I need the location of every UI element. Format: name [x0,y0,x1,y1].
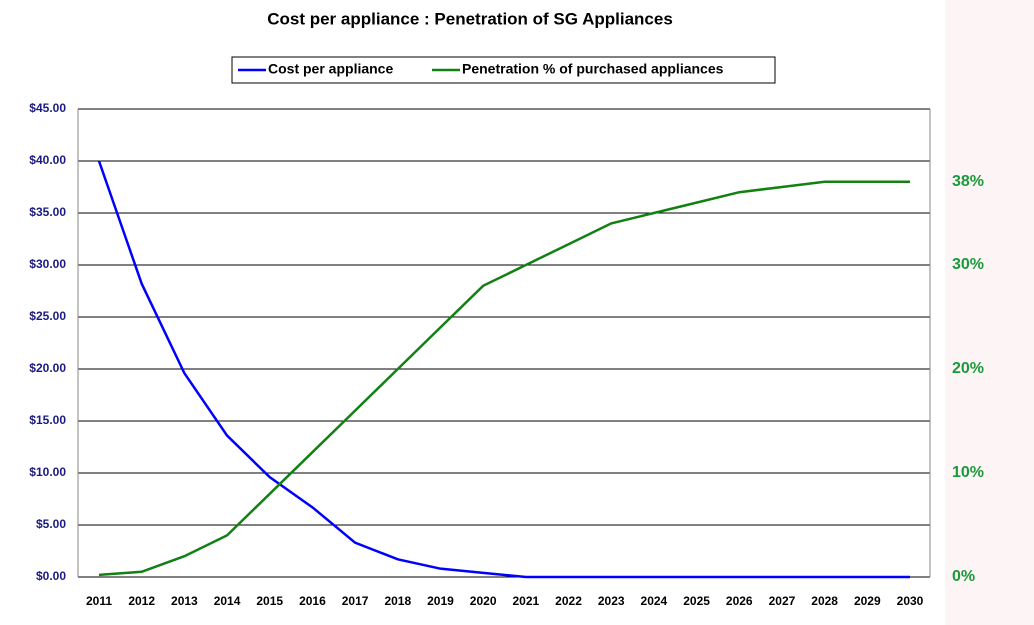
x-tick-label: 2013 [171,594,198,608]
y-tick-label: $30.00 [29,257,66,271]
x-tick-label: 2011 [86,594,112,608]
y-tick-label: $35.00 [29,205,66,219]
x-tick-label: 2023 [598,594,625,608]
x-tick-label: 2014 [214,594,241,608]
y2-tick-label: 10% [952,464,984,481]
series-line [98,180,910,577]
x-tick-label: 2018 [384,594,411,608]
legend-box [231,56,776,84]
x-tick-label: 2021 [512,594,539,608]
side-strip [945,0,1034,625]
x-tick-label: 2028 [811,594,838,608]
x-tick-label: 2016 [299,594,326,608]
series-line [97,160,910,579]
y-tick-label: $20.00 [29,361,66,375]
legend-label: Cost per appliance [268,61,393,77]
y2-tick-label: 20% [952,360,984,377]
y-tick-label: $5.00 [36,517,66,531]
y2-tick-label: 0% [952,568,975,585]
x-tick-label: 2012 [128,594,155,608]
y-tick-label: $15.00 [29,413,66,427]
y2-tick-label: 30% [952,256,984,273]
y2-tick-label: 38% [952,173,984,190]
chart-title: Cost per appliance : Penetration of SG A… [267,9,673,28]
y-tick-label: $25.00 [29,309,66,323]
y-tick-label: $40.00 [29,153,66,167]
x-tick-label: 2015 [256,594,283,608]
x-tick-label: 2017 [342,594,369,608]
x-tick-label: 2019 [427,594,454,608]
x-tick-label: 2026 [726,594,753,608]
y-tick-label: $10.00 [29,465,66,479]
y-tick-label: $0.00 [36,569,66,583]
x-tick-label: 2024 [641,594,668,608]
x-tick-label: 2020 [470,594,497,608]
x-tick-label: 2029 [854,594,881,608]
x-tick-label: 2025 [683,594,710,608]
legend-label: Penetration % of purchased appliances [462,61,724,77]
y-tick-label: $45.00 [29,101,66,115]
x-tick-label: 2030 [897,594,924,608]
x-tick-label: 2027 [769,594,796,608]
x-tick-label: 2022 [555,594,582,608]
